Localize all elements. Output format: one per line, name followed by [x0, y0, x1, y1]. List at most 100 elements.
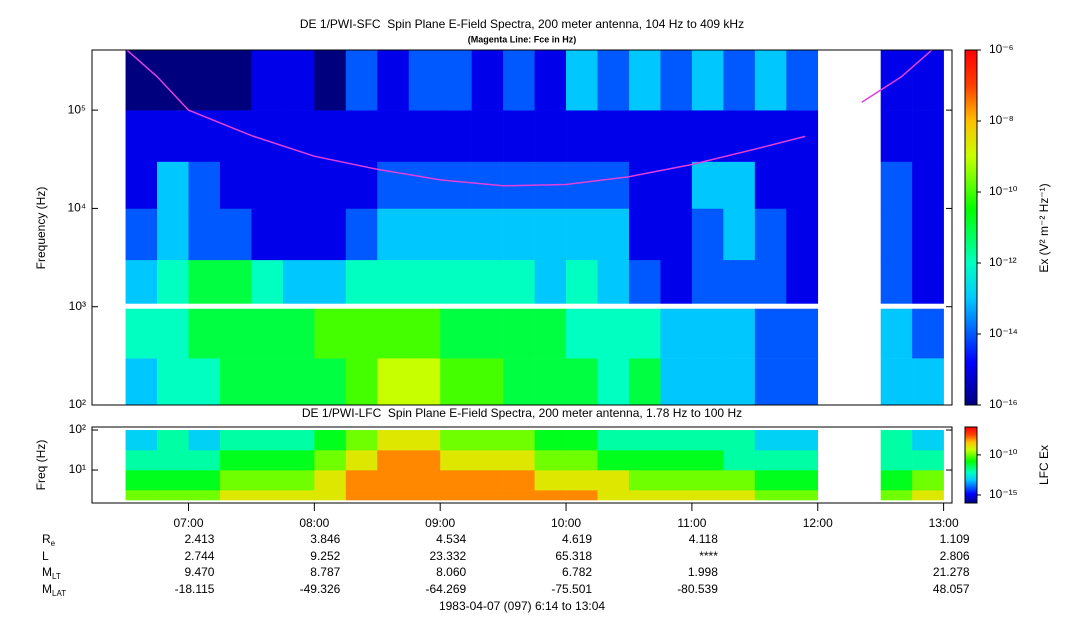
heatmap-cell — [157, 490, 189, 501]
heatmap-cell — [660, 306, 693, 359]
heatmap-cell — [880, 161, 913, 209]
heatmap-cell — [534, 208, 567, 261]
heatmap-cell — [880, 358, 913, 406]
heatmap-cell — [282, 490, 315, 501]
heatmap-cell — [534, 358, 567, 406]
ephemeris-value: 23.332 — [429, 549, 466, 563]
colorbar — [965, 50, 977, 405]
heatmap-cell — [566, 490, 598, 501]
heatmap-cell — [471, 430, 504, 451]
heatmap-cell — [251, 259, 284, 308]
heatmap-cell — [754, 110, 787, 162]
heatmap-cell — [691, 259, 724, 308]
y-tick-label: 10¹ — [69, 462, 86, 476]
heatmap-cell — [125, 259, 158, 308]
heatmap-cell — [125, 208, 158, 261]
ephemeris-value: 48.057 — [933, 582, 970, 596]
heatmap-cell — [880, 490, 913, 501]
heatmap-cell — [125, 430, 158, 451]
heatmap-cell — [786, 450, 819, 471]
heatmap-cell — [440, 358, 472, 406]
heatmap-cell — [188, 110, 221, 162]
heatmap-cell — [157, 110, 189, 162]
heatmap-cell — [754, 430, 787, 451]
heatmap-cell — [660, 110, 693, 162]
x-tick-label: 07:00 — [173, 516, 203, 530]
heatmap-cell — [408, 430, 441, 451]
heatmap-cell — [691, 306, 724, 359]
heatmap-cell — [471, 306, 504, 359]
heatmap-cell — [219, 50, 252, 111]
ephemeris-value: -64.269 — [425, 582, 466, 596]
ephemeris-value: -75.501 — [551, 582, 592, 596]
ephemeris-label: L — [42, 549, 49, 563]
heatmap-cell — [723, 430, 756, 451]
heatmap-cell — [503, 259, 535, 308]
x-tick-label: 08:00 — [299, 516, 329, 530]
colorbar-label: LFC Ex — [1037, 445, 1051, 485]
heatmap-cell — [471, 50, 504, 111]
heatmap-cell — [408, 306, 441, 359]
heatmap-cell — [440, 450, 472, 471]
heatmap-cell — [377, 161, 410, 209]
heatmap-cell — [282, 358, 315, 406]
heatmap-cell — [691, 430, 724, 451]
chart-title: DE 1/PWI-SFC Spin Plane E-Field Spectra,… — [300, 17, 744, 31]
x-tick-label: 12:00 — [803, 516, 833, 530]
heatmap-cell — [251, 490, 284, 501]
heatmap-cell — [912, 450, 944, 471]
heatmap-cell — [786, 358, 819, 406]
heatmap-cell — [628, 450, 661, 471]
heatmap-cell — [880, 306, 913, 359]
heatmap-cell — [597, 490, 630, 501]
heatmap-cell — [251, 50, 284, 111]
heatmap-cell — [471, 208, 504, 261]
heatmap-cell — [503, 358, 535, 406]
heatmap-cell — [597, 259, 630, 308]
heatmap-cell — [440, 259, 472, 308]
y-tick-label: 10² — [69, 397, 86, 411]
heatmap-cell — [912, 490, 944, 501]
heatmap-cell — [408, 50, 441, 111]
heatmap-cell — [157, 259, 189, 308]
heatmap-cell — [534, 259, 567, 308]
heatmap-cell — [628, 208, 661, 261]
heatmap-cell — [157, 450, 189, 471]
y-tick-label: 10³ — [69, 299, 86, 313]
heatmap-cell — [786, 490, 819, 501]
heatmap-cell — [691, 161, 724, 209]
heatmap-cell — [125, 490, 158, 501]
heatmap-cell — [219, 306, 252, 359]
heatmap-cell — [408, 490, 441, 501]
heatmap-cell — [125, 110, 158, 162]
ephemeris-label: MLAT — [42, 582, 66, 598]
heatmap-cell — [345, 110, 378, 162]
heatmap-cell — [188, 208, 221, 261]
heatmap-cell — [188, 161, 221, 209]
heatmap-cell — [754, 50, 787, 111]
heatmap-cell — [597, 161, 630, 209]
heatmap-cell — [628, 259, 661, 308]
heatmap-cell — [660, 470, 693, 491]
heatmap-cell — [157, 470, 189, 491]
heatmap-cell — [314, 208, 347, 261]
heatmap-cell — [912, 110, 944, 162]
heatmap-cell — [377, 470, 410, 491]
heatmap-cell — [282, 259, 315, 308]
chart-subtitle: (Magenta Line: Fce in Hz) — [468, 34, 577, 44]
heatmap-cell — [786, 208, 819, 261]
heatmap-cell — [314, 358, 347, 406]
heatmap-cell — [786, 306, 819, 359]
heatmap-cell — [660, 450, 693, 471]
heatmap-cell — [345, 430, 378, 451]
heatmap-cell — [345, 490, 378, 501]
heatmap-cell — [314, 470, 347, 491]
heatmap-cell — [786, 470, 819, 491]
heatmap-cell — [880, 450, 913, 471]
heatmap-cell — [314, 450, 347, 471]
heatmap-cell — [314, 161, 347, 209]
heatmap-cell — [660, 208, 693, 261]
heatmap-cell — [282, 450, 315, 471]
heatmap-cell — [566, 470, 598, 491]
heatmap-cell — [691, 110, 724, 162]
